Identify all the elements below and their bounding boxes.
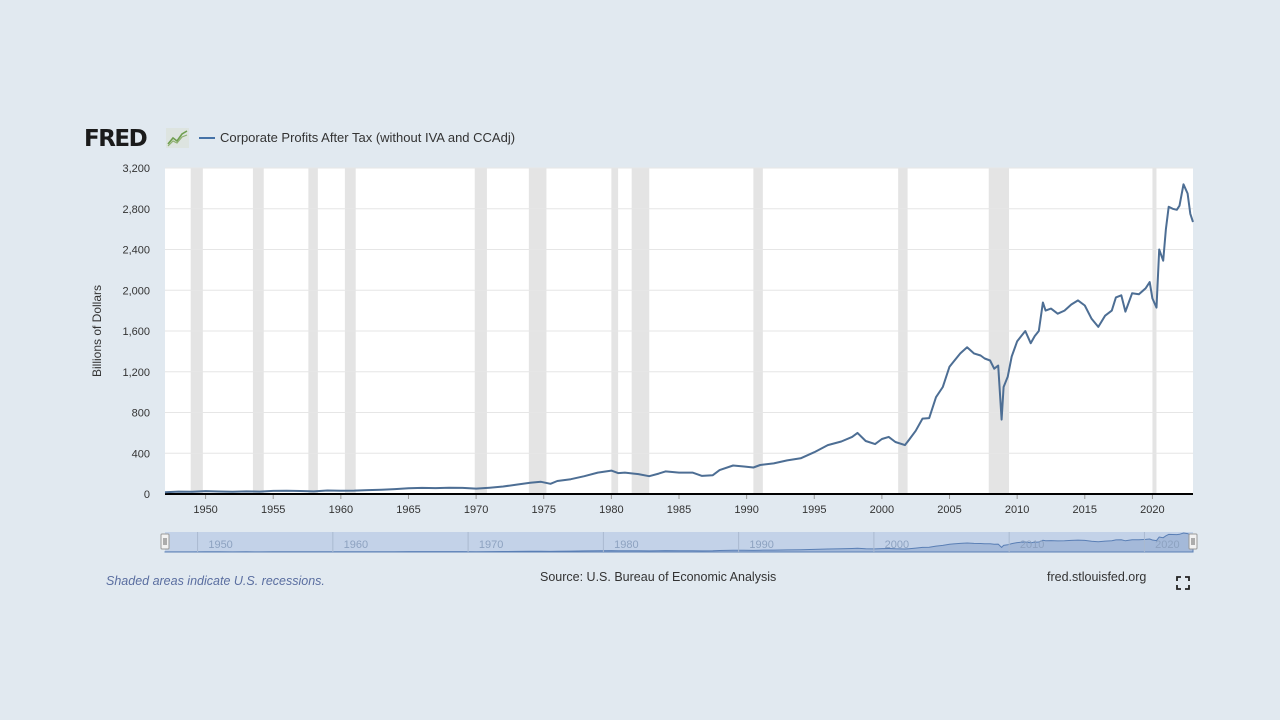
chart-legend[interactable]: Corporate Profits After Tax (without IVA…	[199, 130, 515, 145]
x-tick-label: 2010	[1005, 504, 1029, 516]
fred-line-chart-icon	[166, 128, 189, 148]
x-tick-label: 1950	[193, 504, 217, 516]
x-tick-label: 2020	[1140, 504, 1164, 516]
y-tick-label: 800	[132, 408, 150, 420]
navigator-tick-label: 1980	[614, 539, 638, 551]
x-tick-label: 1995	[802, 504, 826, 516]
navigator-series	[164, 532, 1194, 553]
legend-series-label: Corporate Profits After Tax (without IVA…	[220, 130, 516, 145]
chart: 0 400 800 1,200 1,600 2,000 2,400 2,800 3,200 195…	[90, 163, 1198, 553]
x-tick-label: 1955	[261, 504, 285, 516]
fullscreen-icon[interactable]	[1176, 576, 1190, 590]
y-tick-label: 1,600	[122, 326, 150, 338]
x-tick-label: 2015	[1073, 504, 1097, 516]
source-link[interactable]: Source: U.S. Bureau of Economic Analysis	[540, 570, 777, 584]
fred-logo[interactable]: FRED	[84, 126, 148, 152]
navigator-tick-label: 1970	[479, 539, 503, 551]
series-line	[164, 183, 1194, 494]
fred-url-link[interactable]: fred.stlouisfed.org	[1047, 570, 1147, 584]
navigator-handle[interactable]	[1188, 533, 1198, 550]
y-tick-label: 1,200	[122, 367, 150, 379]
navigator-tick-label: 1950	[208, 539, 232, 551]
x-tick-label: 2005	[937, 504, 961, 516]
navigator-handle[interactable]	[160, 533, 170, 550]
x-tick-label: 1990	[734, 504, 758, 516]
x-tick-label: 1965	[396, 504, 420, 516]
y-tick-label: 3,200	[122, 163, 150, 175]
x-tick-label: 1960	[329, 504, 353, 516]
x-tick-label: 1970	[464, 504, 488, 516]
y-tick-label: 0	[144, 489, 150, 501]
navigator-tick-label: 1960	[344, 539, 368, 551]
y-tick-label: 2,000	[122, 285, 150, 297]
legend-swatch	[199, 136, 215, 139]
navigator-tick-label: 2010	[1020, 539, 1044, 551]
navigator-tick-label: 2020	[1155, 539, 1179, 551]
x-tick-label: 1980	[599, 504, 623, 516]
y-tick-label: 2,800	[122, 204, 150, 216]
y-tick-label: 400	[132, 448, 150, 460]
navigator-tick-label: 1990	[749, 539, 773, 551]
x-tick-label: 1975	[531, 504, 555, 516]
recession-note: Shaded areas indicate U.S. recessions.	[106, 574, 325, 588]
y-axis-label: Billions of Dollars	[90, 285, 104, 377]
x-tick-label: 2000	[870, 504, 894, 516]
y-tick-label: 2,400	[122, 245, 150, 257]
navigator-tick-label: 2000	[885, 539, 909, 551]
x-tick-label: 1985	[667, 504, 691, 516]
